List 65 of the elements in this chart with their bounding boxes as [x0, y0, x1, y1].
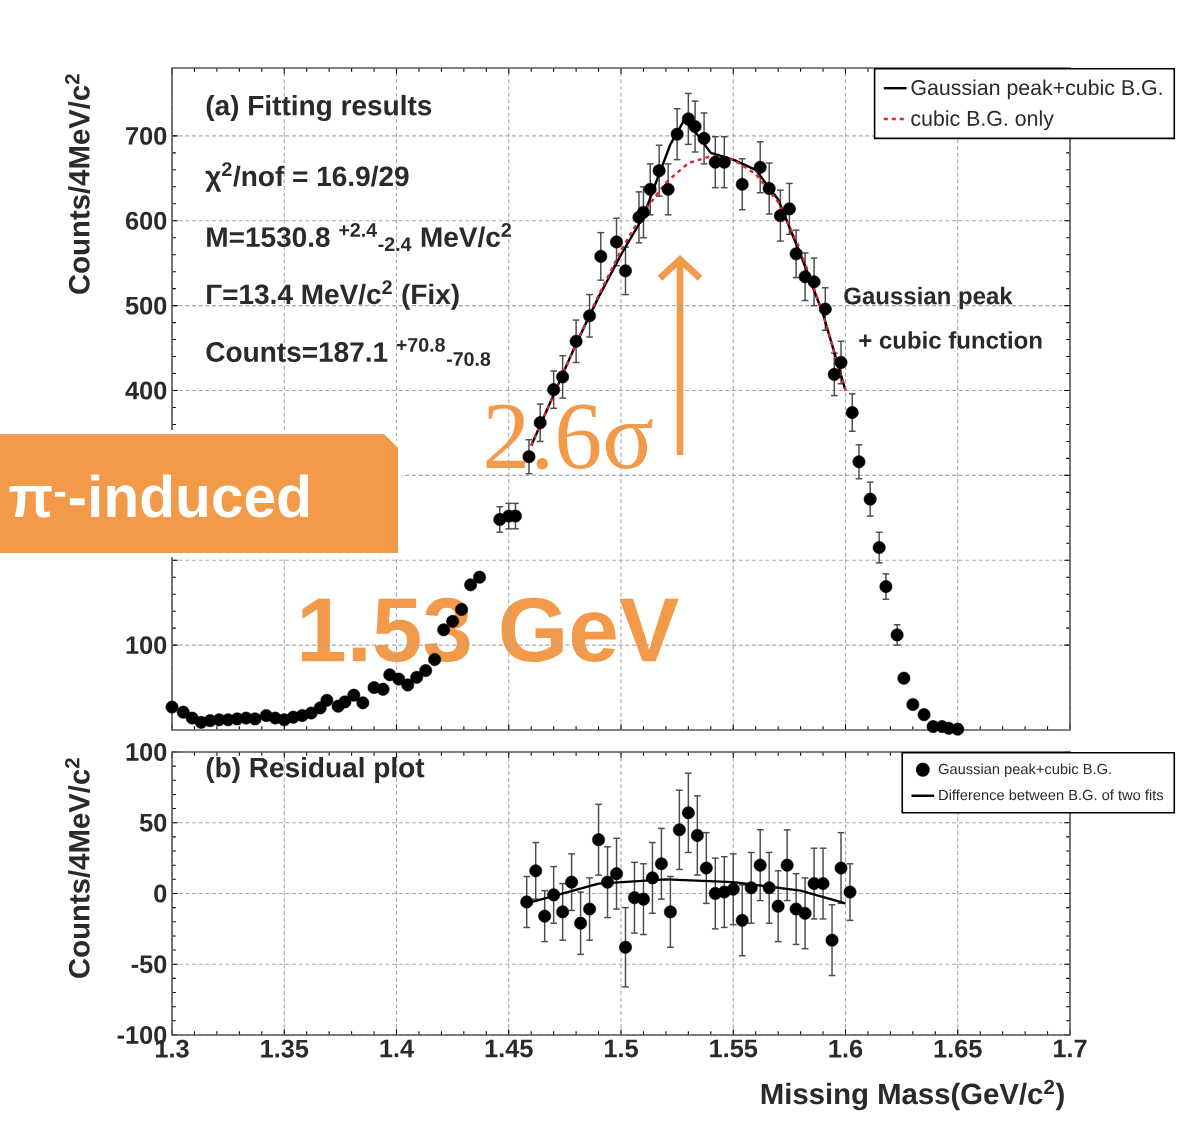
x-tick-label: 1.5: [604, 1039, 638, 1058]
x-tick-label: 1.65: [934, 1039, 982, 1058]
point: [843, 885, 857, 899]
y-tick-label: 100: [126, 636, 167, 655]
annotation: Counts=187.1 $^{+70.8}$-70.8: [206, 337, 491, 367]
point: [610, 867, 623, 881]
point: [619, 940, 632, 954]
annotation: χ$^{2}$/nof = 16.9/29: [205, 162, 409, 192]
y-tick-label: -50: [131, 955, 167, 974]
x-tick-label: 1.7: [1053, 1039, 1087, 1058]
x-tick-label: 1.4: [380, 1039, 414, 1058]
point: [825, 933, 839, 947]
x-tick-label: 1.35: [261, 1039, 309, 1058]
legend-label: Gaussian peak+cubic B.G.: [911, 79, 1162, 100]
point: [672, 823, 686, 837]
point: [753, 858, 767, 872]
point: [574, 916, 587, 930]
point: [699, 861, 713, 875]
y-tick-label: 600: [125, 211, 167, 230]
annotation: Γ=13.4 MeV/c$^{2}$ (Fix): [207, 280, 459, 310]
x-tick-label: 1.45: [485, 1039, 533, 1058]
point: [565, 875, 579, 889]
x-tick-label: 1.55: [710, 1039, 758, 1058]
annotation: (b) Residual plot: [206, 756, 425, 784]
annotation: Gaussian peak: [844, 286, 1013, 310]
point: [816, 877, 830, 890]
point: [547, 888, 561, 902]
annotation: π$^{-}$-induced: [9, 474, 309, 518]
x-axis-title: Missing Mass(GeV/c$^{2}$): [761, 1079, 1064, 1111]
point: [583, 902, 596, 916]
point: [663, 905, 677, 919]
y-tick-label: 50: [139, 813, 167, 832]
y-tick-label: 400: [125, 381, 167, 400]
point: [798, 906, 812, 920]
legend-label: Difference between B.G. of two fits: [939, 789, 1164, 801]
legend-label: Gaussian peak+cubic B.G.: [938, 763, 1111, 778]
point: [780, 858, 794, 872]
point: [520, 895, 534, 909]
point: [637, 892, 650, 906]
point: [834, 861, 848, 875]
point: [690, 829, 704, 842]
point: [681, 806, 695, 820]
y-tick-label: 0: [154, 884, 167, 903]
y-axis-title: Counts/4MeV/c$^{2}$: [65, 74, 90, 294]
point: [538, 909, 552, 923]
annotation: (a) Fitting results: [206, 94, 432, 122]
point: [744, 881, 758, 895]
point: [735, 913, 749, 927]
point: [771, 899, 785, 913]
annotation: + cubic function: [859, 331, 1042, 349]
point: [556, 905, 570, 919]
point: [601, 875, 614, 889]
y-tick-label: 700: [126, 126, 167, 145]
y-tick-label: 100: [126, 743, 167, 761]
point: [529, 864, 543, 878]
point: [592, 833, 605, 847]
point: [762, 881, 776, 895]
x-tick-label: 1.6: [829, 1039, 863, 1058]
point: [726, 882, 740, 896]
y-tick-label: 500: [125, 296, 167, 315]
y-axis-title: Counts/4MeV/c$^{2}$: [65, 758, 90, 978]
point: [655, 857, 668, 871]
annotation: M=1530.8 $^{+2.4}$$_{-2.4}$ MeV/c$^{2}$: [207, 223, 511, 251]
legend-label: cubic B.G. only: [911, 110, 1054, 131]
point: [646, 871, 659, 885]
